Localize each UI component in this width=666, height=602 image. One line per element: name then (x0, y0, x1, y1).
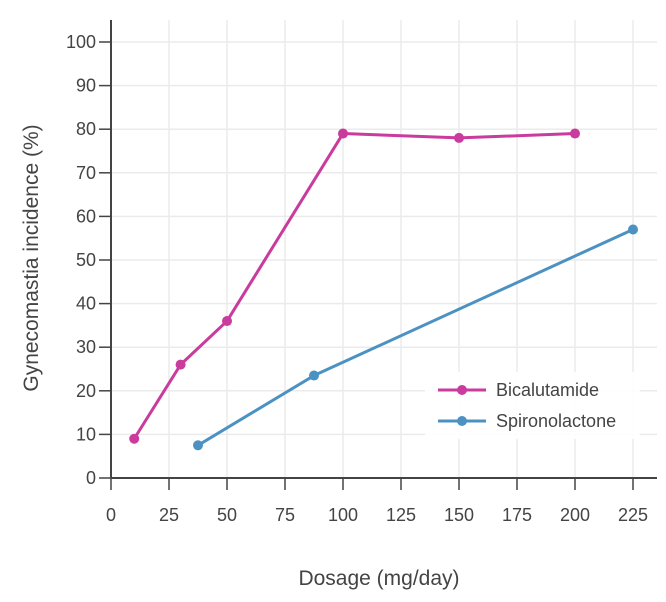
legend-label-bicalutamide: Bicalutamide (496, 380, 599, 400)
x-ticks: 0 25 50 75 100 125 150 175 200 225 (106, 478, 648, 525)
y-axis-title: Gynecomastia incidence (%) (20, 124, 43, 391)
x-tick-label: 25 (159, 505, 179, 525)
axes (110, 20, 657, 479)
bicalutamide-point[interactable] (570, 128, 580, 139)
bicalutamide-line (132, 132, 576, 440)
y-tick-label: 100 (66, 32, 96, 52)
y-tick-label: 30 (76, 337, 96, 357)
x-tick-label: 225 (618, 505, 648, 525)
x-tick-label: 75 (275, 505, 295, 525)
legend-item-bicalutamide[interactable]: Bicalutamide (438, 380, 599, 400)
x-axis-title: Dosage (mg/day) (298, 567, 459, 590)
y-tick-label: 50 (76, 250, 96, 270)
legend-label-spironolactone: Spironolactone (496, 411, 616, 431)
bicalutamide-point[interactable] (454, 132, 464, 143)
spironolactone-point[interactable] (309, 370, 319, 381)
bicalutamide-point[interactable] (129, 433, 140, 444)
series-spironolactone (193, 224, 638, 451)
y-tick-label: 20 (76, 381, 96, 401)
bicalutamide-point[interactable] (222, 316, 232, 327)
bicalutamide-point[interactable] (175, 359, 186, 370)
legend-marker-bicalutamide (457, 385, 467, 395)
x-tick-label: 100 (328, 505, 358, 525)
y-tick-label: 80 (76, 119, 96, 139)
spironolactone-point[interactable] (193, 440, 203, 451)
legend: Bicalutamide Spironolactone (425, 372, 640, 439)
y-ticks: 0 10 20 30 40 50 60 70 80 90 100 (66, 32, 111, 488)
legend-box (425, 372, 640, 439)
x-tick-label: 200 (560, 505, 590, 525)
x-tick-label: 125 (386, 505, 416, 525)
x-tick-label: 0 (106, 505, 116, 525)
series-layer (129, 128, 638, 451)
y-tick-label: 10 (76, 424, 96, 444)
series-bicalutamide (129, 128, 580, 444)
y-tick-label: 90 (76, 76, 96, 96)
spironolactone-point[interactable] (628, 224, 638, 235)
x-tick-label: 150 (444, 505, 474, 525)
y-tick-label: 40 (76, 294, 96, 314)
x-tick-label: 175 (502, 505, 532, 525)
y-tick-label: 60 (76, 206, 96, 226)
x-tick-label: 50 (217, 505, 237, 525)
bicalutamide-point[interactable] (338, 128, 348, 139)
y-tick-label: 0 (86, 468, 96, 488)
y-tick-label: 70 (76, 163, 96, 183)
legend-marker-spironolactone (457, 416, 467, 426)
legend-item-spironolactone[interactable]: Spironolactone (438, 411, 616, 431)
